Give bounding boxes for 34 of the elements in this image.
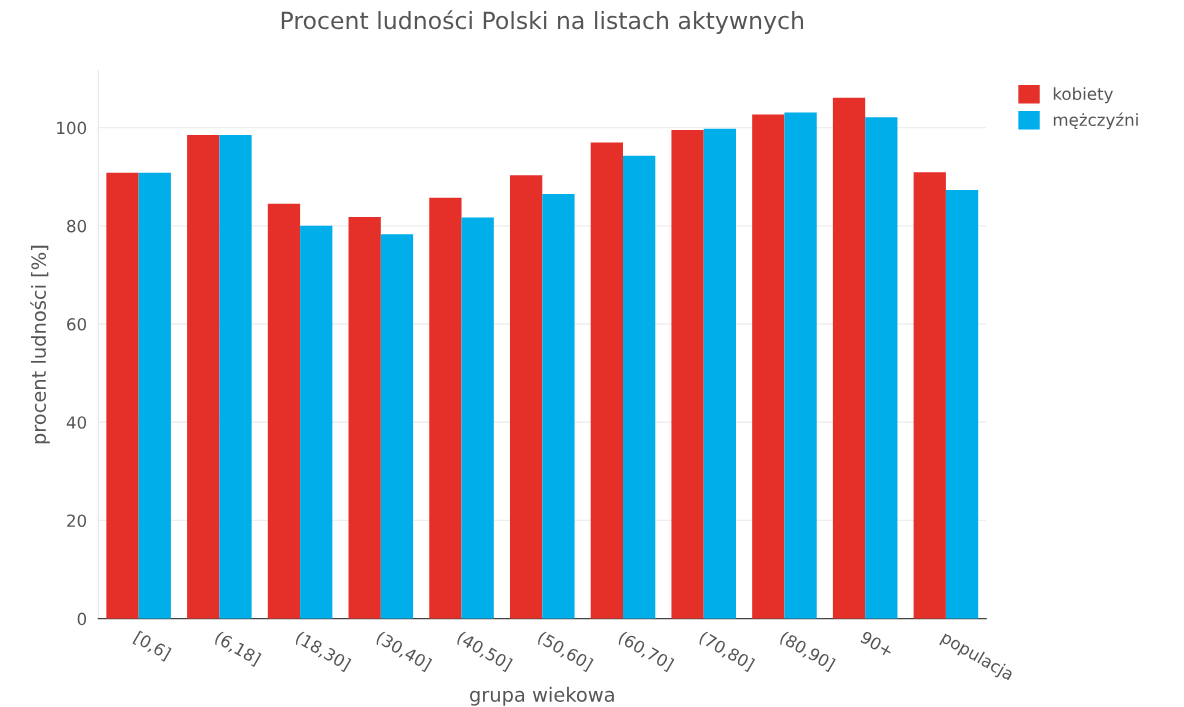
legend-label: mężczyźni <box>1053 112 1138 130</box>
y-axis-title: procent ludności [%] <box>30 245 50 444</box>
bar <box>138 172 171 619</box>
bar <box>703 128 737 619</box>
bar <box>865 117 898 619</box>
bar <box>623 155 656 619</box>
bar <box>509 175 543 619</box>
bar <box>461 217 494 619</box>
y-tick-label: 0 <box>77 612 87 626</box>
bar <box>300 225 333 619</box>
bar <box>380 234 414 619</box>
bar <box>348 217 381 619</box>
chart-title: Procent ludności Polski na listach aktywnych <box>281 10 804 34</box>
y-tick-label: 100 <box>57 121 87 135</box>
bar <box>106 172 139 619</box>
y-tick-label: 20 <box>67 514 87 527</box>
bar <box>267 203 301 619</box>
bar <box>945 190 979 619</box>
bar <box>752 114 785 619</box>
bar <box>219 135 252 619</box>
bar <box>429 197 462 619</box>
y-tick-label: 60 <box>67 318 87 331</box>
y-tick-label: 40 <box>66 416 87 429</box>
bar <box>542 193 575 619</box>
x-tick-label: 90+ <box>859 630 894 658</box>
bar <box>784 112 817 619</box>
bar <box>187 135 220 619</box>
legend-label: kobiety <box>1053 87 1113 104</box>
bar <box>671 130 704 619</box>
x-axis-title: grupa wiekowa <box>470 686 614 706</box>
bar <box>913 172 946 619</box>
y-tick-label: 80 <box>67 219 87 233</box>
bar <box>832 97 866 619</box>
bar <box>590 142 623 619</box>
